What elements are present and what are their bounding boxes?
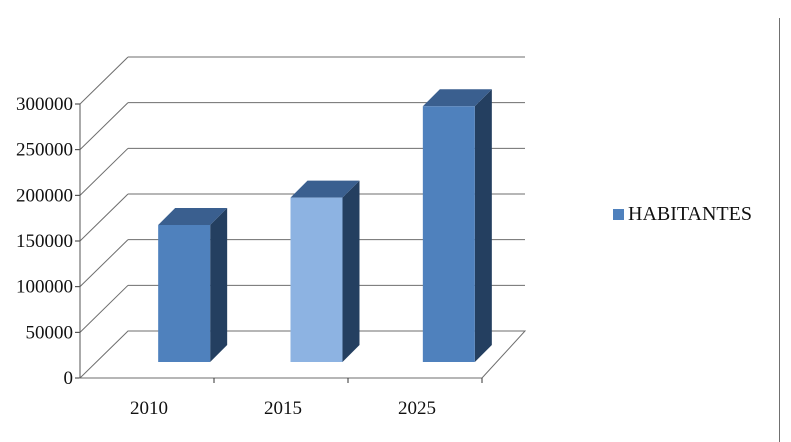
x-tick-label: 2010 <box>130 398 168 419</box>
y-tick-label: 50000 <box>26 322 74 343</box>
gridline-side <box>79 284 129 333</box>
bars <box>158 89 492 363</box>
bar-front <box>422 106 475 363</box>
y-tick-label: 100000 <box>16 277 73 298</box>
x-tick-label: 2015 <box>264 398 302 419</box>
bar-top <box>422 89 492 107</box>
bar-side <box>210 208 228 362</box>
y-tick-label: 150000 <box>16 231 73 252</box>
divider <box>779 18 780 442</box>
gridline-side <box>79 239 129 288</box>
legend-label: HABITANTES <box>628 203 752 225</box>
x-axis-ticks: 2010 2015 2025 <box>130 398 436 419</box>
gridline-side <box>79 102 129 151</box>
bar-side <box>342 180 360 362</box>
axes <box>75 103 527 383</box>
bar-front <box>158 225 211 362</box>
y-tick-label: 300000 <box>16 94 73 115</box>
y-axis-ticks: 0 50000 100000 150000 200000 250000 300000 <box>16 94 73 389</box>
bar <box>422 89 492 363</box>
bar-chart: 0 50000 100000 150000 200000 250000 300000 201… <box>16 56 527 419</box>
y-tick-label: 200000 <box>16 185 73 206</box>
legend-swatch <box>613 209 624 220</box>
bar-top <box>158 208 228 225</box>
gridline-side <box>79 56 129 105</box>
y-tick-label: 250000 <box>16 140 73 161</box>
legend: HABITANTES <box>613 203 752 226</box>
bar-side <box>474 89 492 363</box>
gridline-side <box>79 193 129 242</box>
bar <box>158 208 228 362</box>
x-tick-label: 2025 <box>398 398 436 419</box>
bar-top <box>290 180 360 198</box>
bar <box>290 180 360 362</box>
y-tick-label: 0 <box>64 368 74 389</box>
gridline-side <box>79 147 129 196</box>
bar-front <box>290 197 343 362</box>
